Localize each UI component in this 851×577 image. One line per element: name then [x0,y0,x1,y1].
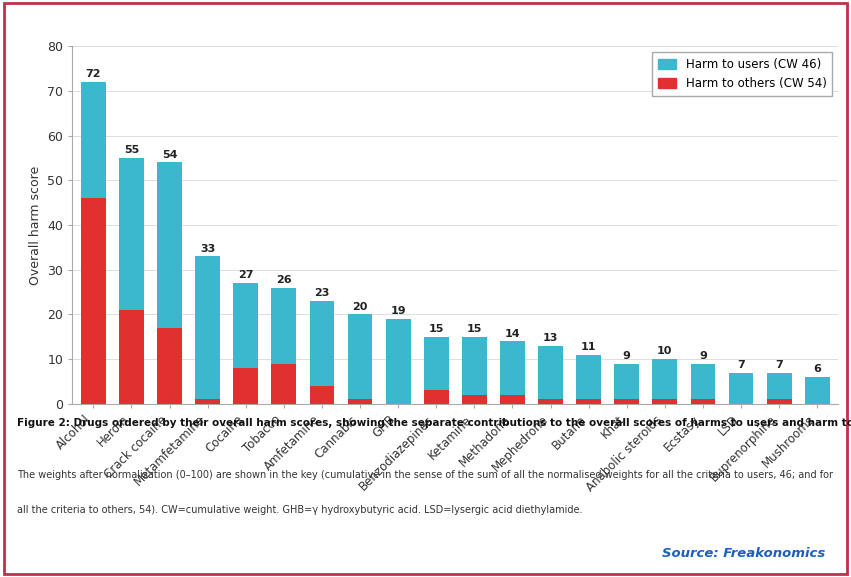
Bar [728,373,753,404]
Bar [424,391,448,404]
Text: 7: 7 [775,360,783,370]
Bar [614,399,639,404]
Bar [538,346,563,399]
Bar [195,399,220,404]
Y-axis label: Overall harm score: Overall harm score [29,166,42,284]
Bar [500,342,525,395]
Bar [119,310,144,404]
Bar [690,399,716,404]
Bar [614,364,639,399]
Text: 72: 72 [86,69,101,79]
Bar [195,256,220,399]
Bar [157,328,182,404]
Bar [233,368,258,404]
Bar [271,288,296,364]
Legend: Harm to users (CW 46), Harm to others (CW 54): Harm to users (CW 46), Harm to others (C… [653,52,832,96]
Text: The weights after normalisation (0–100) are shown in the key (cumulative in the : The weights after normalisation (0–100) … [17,470,833,480]
Text: 9: 9 [623,351,631,361]
Text: 20: 20 [352,302,368,312]
Text: 13: 13 [543,333,558,343]
Bar [653,359,677,399]
Text: 6: 6 [814,365,821,374]
Text: all the criteria to others, 54). CW=cumulative weight. GHB=γ hydroxybutyric acid: all the criteria to others, 54). CW=cumu… [17,505,583,515]
Text: 54: 54 [162,150,177,160]
Text: 23: 23 [314,288,329,298]
Bar [690,364,716,399]
Text: 26: 26 [276,275,292,285]
Bar [310,386,334,404]
Bar [386,319,410,404]
Text: 19: 19 [391,306,406,316]
Bar [576,355,601,399]
Bar [653,399,677,404]
Text: 10: 10 [657,347,672,357]
Text: Figure 2: Drugs ordered by their overall harm scores, showing the separate contr: Figure 2: Drugs ordered by their overall… [17,418,851,428]
Bar [348,399,373,404]
Bar [805,377,830,404]
Text: 27: 27 [238,271,254,280]
Bar [233,283,258,368]
Text: 15: 15 [466,324,482,334]
Bar [81,198,106,404]
Bar [462,395,487,404]
Bar [310,301,334,386]
Text: Source: Freakonomics: Source: Freakonomics [662,546,825,560]
Text: 33: 33 [200,243,215,254]
Bar [81,82,106,198]
Bar [157,163,182,328]
Bar [767,373,791,399]
Bar [271,364,296,404]
Bar [538,399,563,404]
Bar [424,337,448,391]
Bar [119,158,144,310]
Bar [348,314,373,399]
Text: 11: 11 [581,342,597,352]
Bar [462,337,487,395]
Bar [767,399,791,404]
Text: 9: 9 [699,351,707,361]
Text: 7: 7 [737,360,745,370]
Text: 14: 14 [505,329,520,339]
Text: 15: 15 [429,324,444,334]
Bar [576,399,601,404]
Bar [500,395,525,404]
Text: 55: 55 [123,145,139,155]
